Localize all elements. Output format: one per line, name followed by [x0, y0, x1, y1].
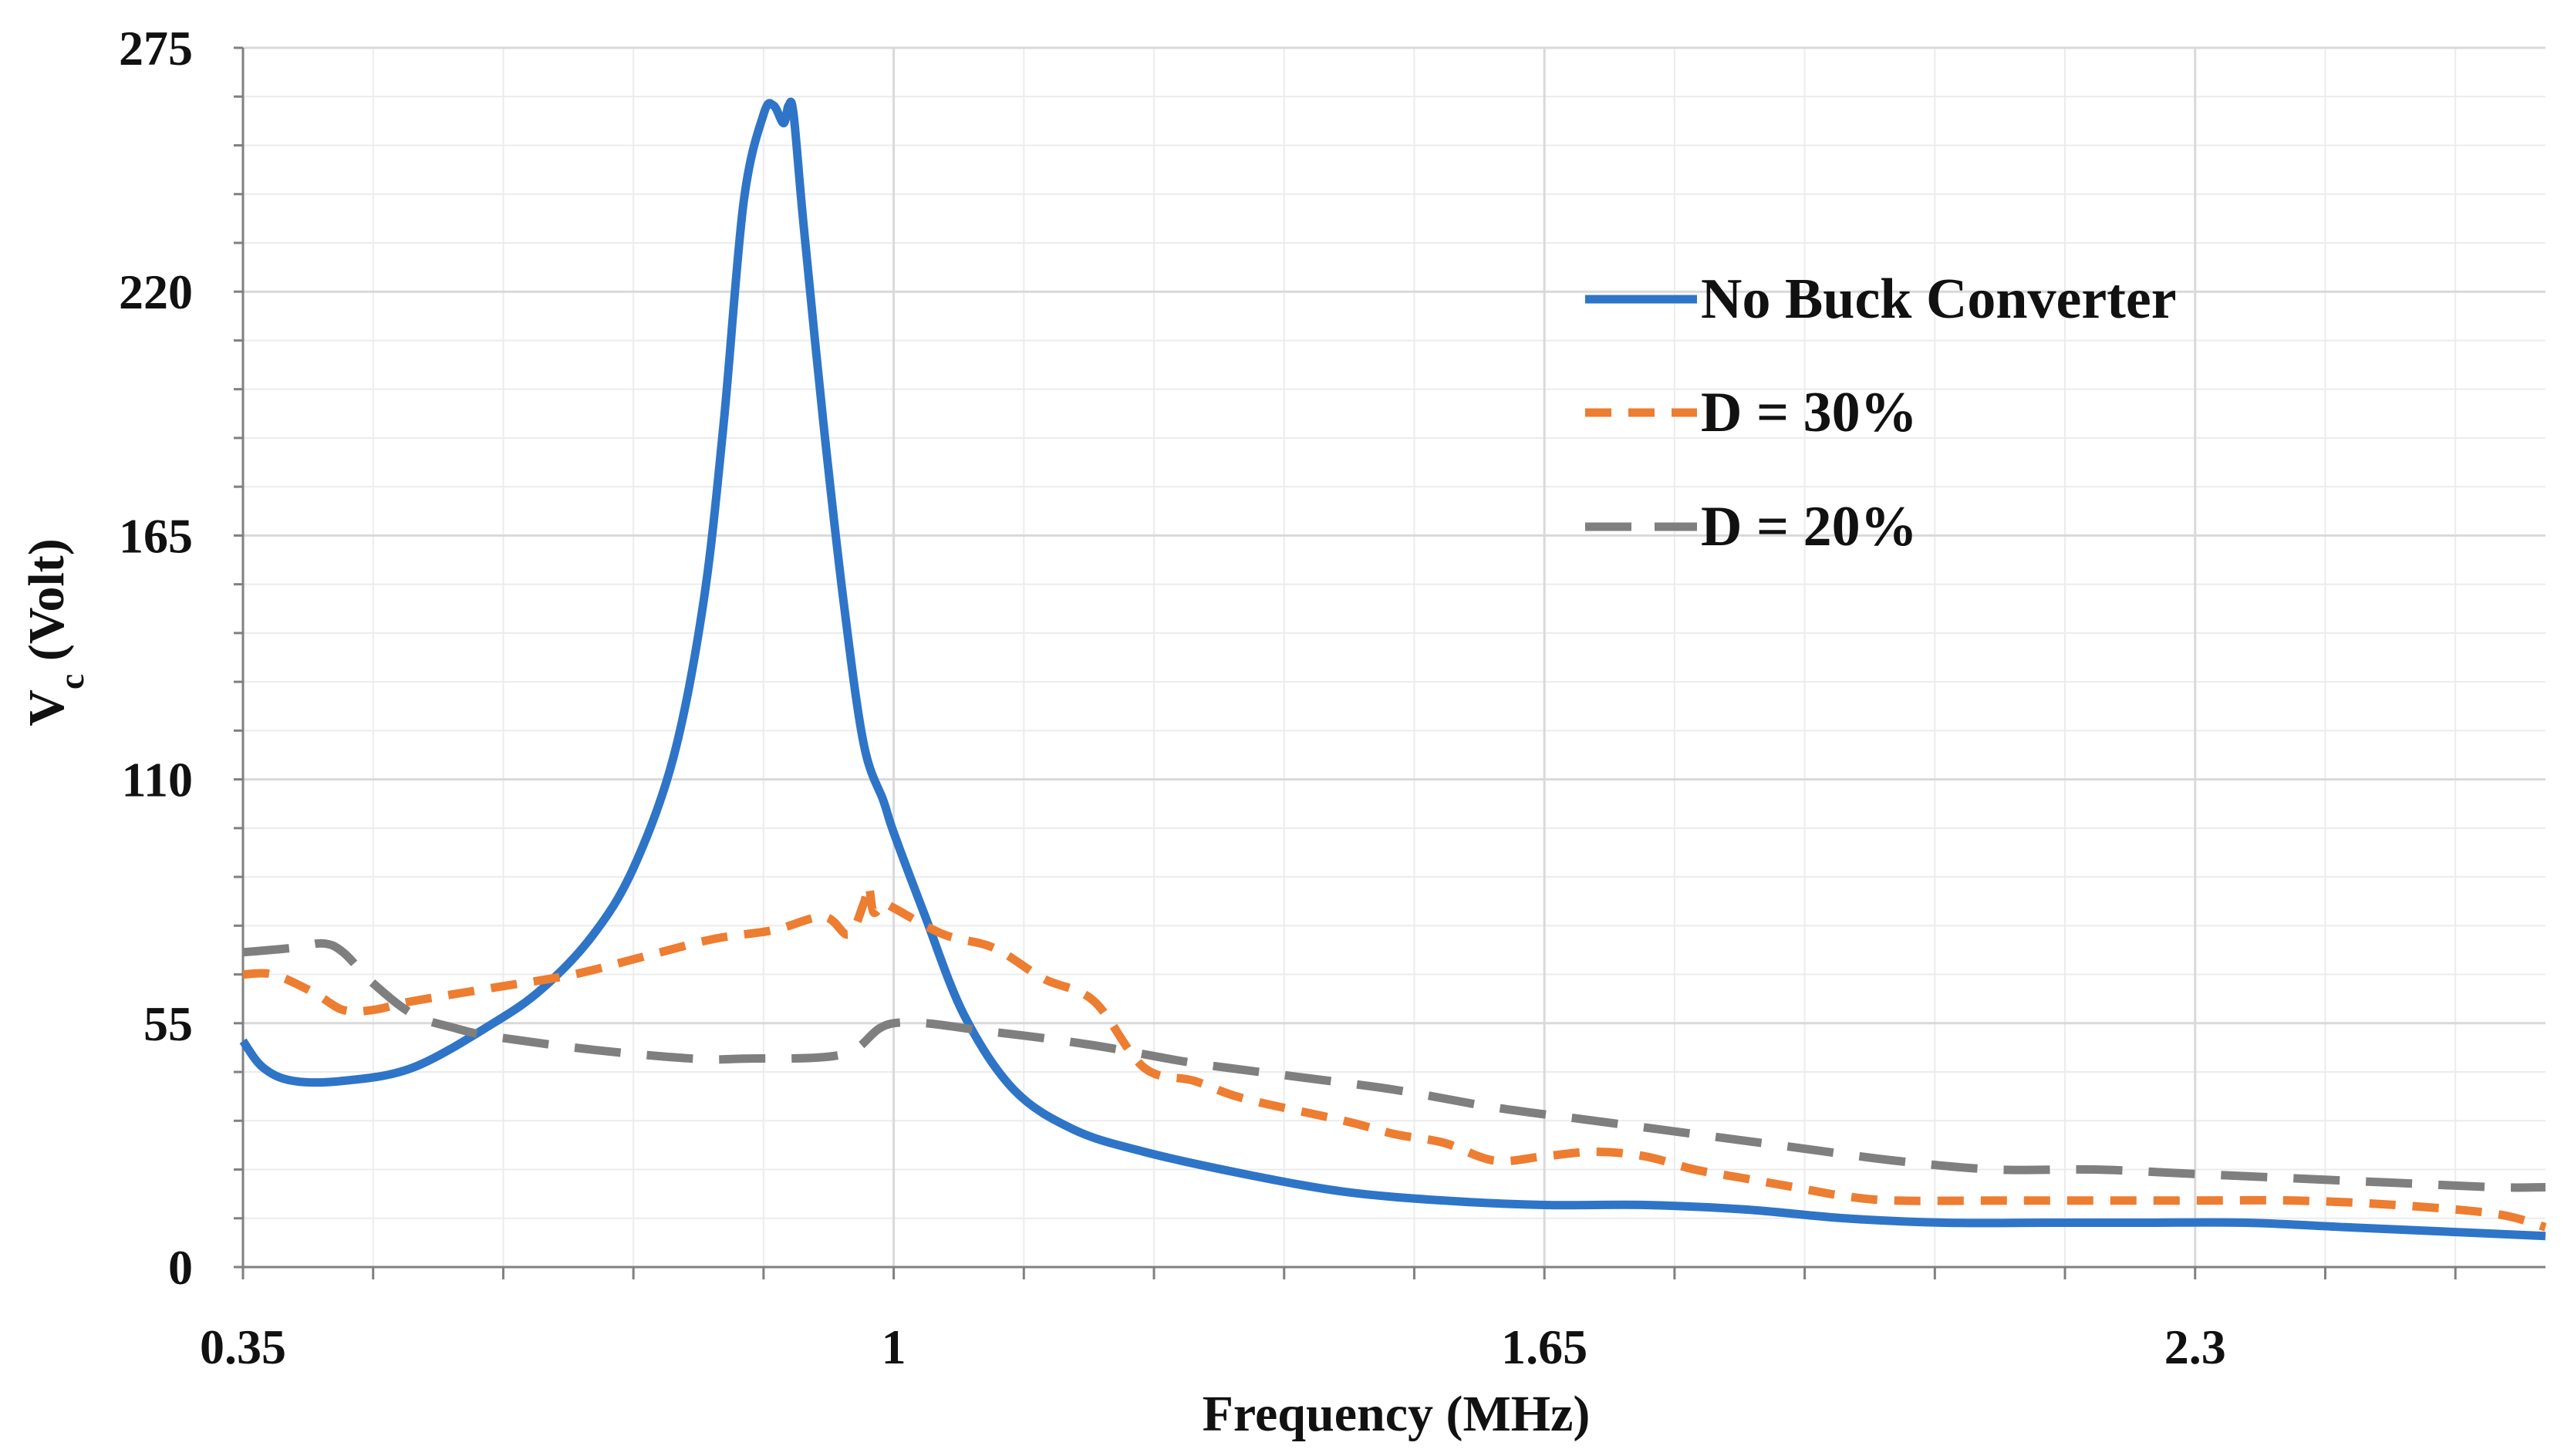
- y-tick-label: 165: [119, 508, 193, 563]
- legend-label-d-20: D = 20%: [1701, 495, 1918, 558]
- x-tick-label: 1.65: [1501, 1320, 1587, 1374]
- y-tick-labels: 0 55 110 165 220 275: [119, 21, 193, 1295]
- legend: No Buck Converter D = 30% D = 20%: [1585, 268, 2177, 558]
- series-line-no-buck-converter: [239, 97, 2546, 1241]
- legend-label-no-buck-converter: No Buck Converter: [1701, 268, 2177, 331]
- y-tick-label: 275: [119, 21, 193, 76]
- y-axis-title-subscript: c: [52, 674, 91, 689]
- x-tick-label: 0.35: [200, 1320, 286, 1374]
- y-tick-label: 55: [143, 996, 193, 1051]
- x-tick-labels: 0.35 1 1.65 2.3: [200, 1320, 2226, 1374]
- x-axis-title: Frequency (MHz): [1203, 1386, 1591, 1442]
- y-axis-title-suffix: (Volt): [19, 538, 75, 673]
- series-line-d-20: [242, 939, 2546, 1192]
- x-tick-label: 2.3: [2164, 1320, 2226, 1374]
- y-axis-title: Vc (Volt): [19, 538, 91, 726]
- x-tick-label: 1: [882, 1320, 906, 1374]
- y-tick-label: 0: [168, 1240, 193, 1295]
- series-line-d-30: [242, 881, 2547, 1232]
- y-axis-title-base: V: [19, 689, 75, 726]
- legend-label-d-30: D = 30%: [1701, 381, 1918, 444]
- y-tick-label: 220: [119, 265, 193, 319]
- axes: [234, 46, 2545, 1279]
- series-lines: [239, 97, 2547, 1241]
- y-tick-label: 110: [122, 753, 193, 807]
